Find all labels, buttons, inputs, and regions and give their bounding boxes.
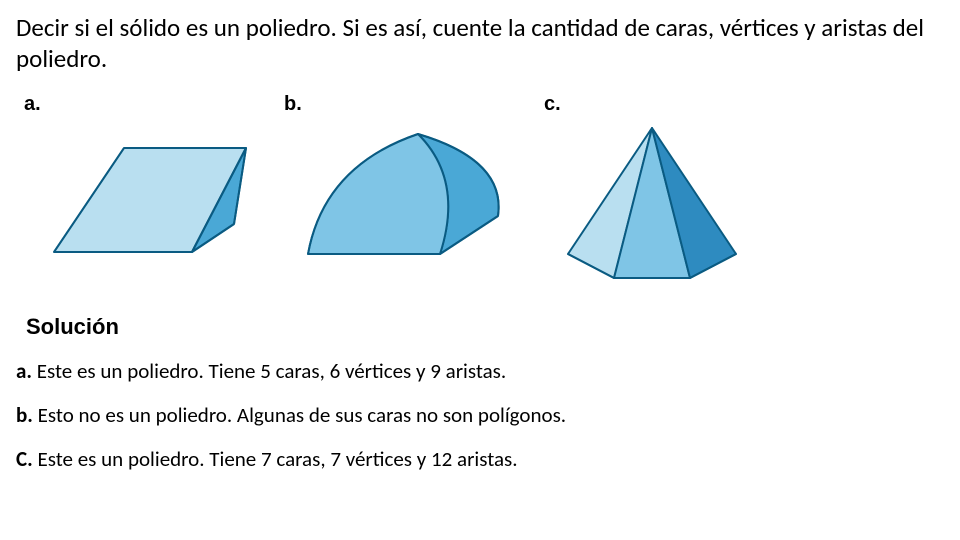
answer-a-text: Este es un poliedro. Tiene 5 caras, 6 vé… (32, 358, 506, 384)
figure-a: a. (24, 93, 254, 270)
figure-a-label: a. (24, 93, 41, 116)
figure-b: b. (284, 93, 514, 270)
figures-row: a. b. (24, 93, 944, 290)
vault-b-icon (284, 120, 514, 270)
prism-a-icon (24, 120, 254, 270)
question-text: Decir si el sólido es un poliedro. Si es… (16, 12, 944, 75)
figure-b-label: b. (284, 93, 302, 116)
figure-c-label: c. (544, 93, 561, 116)
answer-b-tag: b. (16, 402, 33, 428)
answer-c-tag: C. (16, 446, 33, 472)
answer-c-text: Este es un poliedro. Tiene 7 caras, 7 vé… (33, 446, 518, 472)
answer-b: b. Esto no es un poliedro. Algunas de su… (16, 402, 944, 428)
solution-heading: Solución (26, 314, 944, 340)
answer-b-text: Esto no es un poliedro. Algunas de sus c… (33, 402, 566, 428)
answer-a: a. Este es un poliedro. Tiene 5 caras, 6… (16, 358, 944, 384)
answer-c: C. Este es un poliedro. Tiene 7 caras, 7… (16, 446, 944, 472)
answer-a-tag: a. (16, 358, 32, 384)
pyramid-c-icon (544, 120, 754, 290)
figure-c: c. (544, 93, 754, 290)
